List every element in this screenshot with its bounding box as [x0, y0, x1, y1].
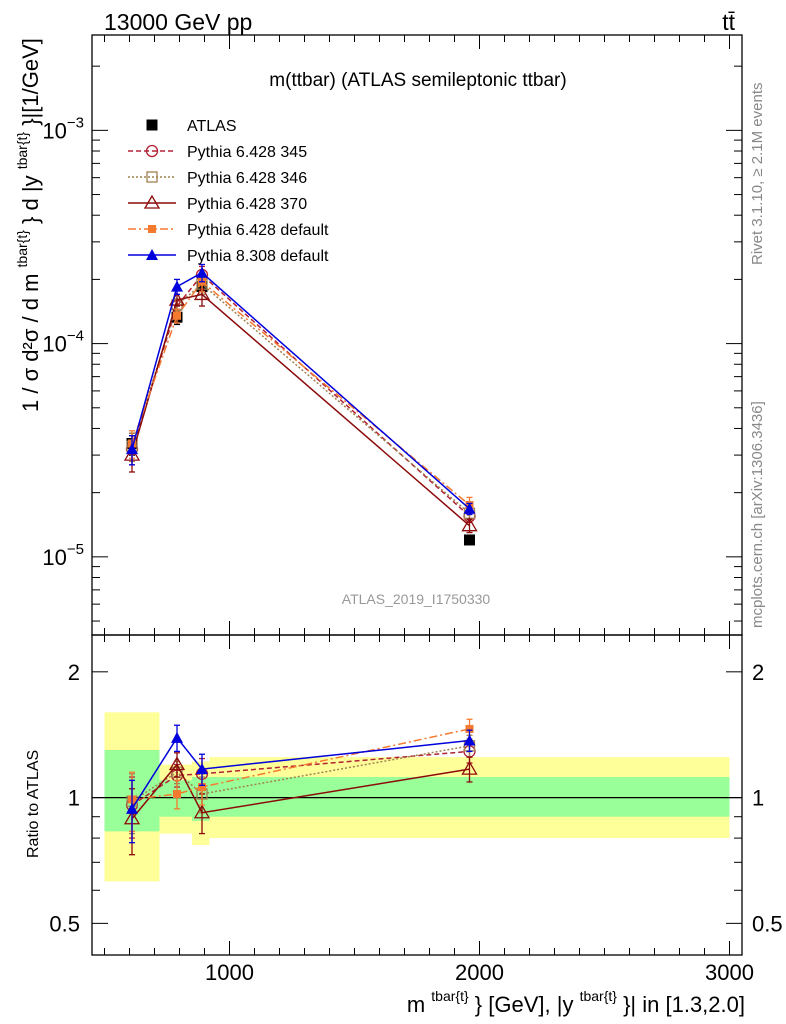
- data-point: [464, 534, 475, 546]
- data-point: [465, 724, 474, 733]
- ratio-plot-frame: [91, 634, 743, 956]
- ratio-series-group: [123, 718, 478, 856]
- x-label-part-2: } [GeV], |y: [475, 992, 574, 1017]
- series-pythia-8-308-default: [126, 724, 476, 844]
- y-tick-exp: −4: [67, 328, 84, 345]
- legend-item: ATLAS: [146, 118, 237, 135]
- x-label-sup-2: tbar{t}: [580, 988, 618, 1004]
- y-tick-label: 10−3: [42, 114, 84, 143]
- y-label-part-3: }|[1/GeV]: [18, 38, 43, 126]
- series-line: [131, 280, 470, 506]
- data-point: [171, 280, 183, 292]
- series-pythia-8-308-default: [126, 263, 476, 516]
- y-label-part-1: 1 / σ d²σ / d m: [18, 274, 43, 412]
- series-line: [131, 293, 470, 527]
- inner-band-1: [159, 780, 192, 817]
- legend-marker: [148, 225, 156, 233]
- y-tick-exp: −5: [67, 541, 84, 558]
- header-right-label: tt̄: [722, 9, 735, 35]
- data-point: [196, 763, 208, 775]
- ratio-y-axis-label: Ratio to ATLAS: [25, 750, 42, 858]
- main-y-axis-label: 1 / σ d²σ / d m tbar{t} } d |y tbar{t} }…: [7, 38, 43, 412]
- y-tick-label: 10−5: [42, 541, 84, 570]
- data-point: [126, 443, 138, 455]
- y-label-sup-2: tbar{t}: [14, 132, 30, 170]
- legend-item: Pythia 6.428 default: [128, 222, 329, 239]
- x-label-part-1: m: [407, 992, 425, 1017]
- plot-title: m(ttbar) (ATLAS semileptonic ttbar): [269, 70, 566, 91]
- ratio-y-tick-label: 2: [68, 660, 80, 685]
- data-point: [168, 756, 186, 771]
- series-pythia-6-428-346: [126, 274, 476, 520]
- legend: ATLAS Pythia 6.428 345 Pythia 6.428 346 Pyt…: [128, 118, 329, 265]
- legend-label: Pythia 8.308 default: [187, 248, 329, 265]
- legend-item: Pythia 6.428 370: [128, 194, 307, 213]
- x-tick-label: 3000: [705, 960, 754, 985]
- ratio-y-tick-label-right: 1: [752, 786, 764, 811]
- legend-marker: [146, 171, 158, 183]
- legend-item: Pythia 6.428 345: [128, 144, 307, 161]
- rivet-label: Rivet 3.1.10, ≥ 2.1M events: [749, 83, 766, 266]
- data-point: [196, 266, 208, 278]
- legend-item: Pythia 8.308 default: [128, 248, 329, 265]
- y-tick-base: 10: [42, 332, 66, 357]
- legend-label: ATLAS: [187, 118, 237, 135]
- watermark: ATLAS_2019_I1750330: [342, 591, 491, 607]
- legend-marker: [146, 119, 158, 131]
- series-line: [131, 271, 470, 510]
- ratio-y-tick-label: 1: [68, 786, 80, 811]
- inner-band-3: [209, 777, 730, 817]
- series-line: [131, 736, 470, 810]
- data-point: [461, 517, 478, 532]
- y-tick-exp: −3: [67, 114, 84, 131]
- series-line: [131, 763, 470, 820]
- y-tick-base: 10: [42, 118, 66, 143]
- main-series-group: [123, 263, 478, 546]
- x-label-part-3: }| in [1.3,2.0]: [623, 992, 745, 1017]
- x-tick-label: 2000: [455, 960, 504, 985]
- series-line: [131, 283, 470, 514]
- data-point: [173, 790, 181, 799]
- legend-label: Pythia 6.428 346: [187, 170, 307, 187]
- mcplots-label: mcplots.cern.ch [arXiv:1306.3436]: [749, 401, 766, 628]
- series-line: [131, 728, 470, 801]
- x-tick-label: 1000: [205, 960, 254, 985]
- ratio-y-tick-label-right: 0.5: [752, 911, 783, 936]
- x-label-sup-1: tbar{t}: [431, 988, 469, 1004]
- series-line: [131, 750, 470, 806]
- y-label-part-2: } d |y: [18, 175, 43, 224]
- data-point: [463, 502, 476, 514]
- header-left-label: 13000 GeV pp: [104, 9, 252, 35]
- legend-marker: [145, 144, 159, 158]
- y-tick-base: 10: [42, 545, 66, 570]
- legend-label: Pythia 6.428 370: [187, 196, 307, 213]
- x-axis-label: m tbar{t} } [GeV], |y tbar{t} }| in [1.3…: [407, 981, 745, 1017]
- data-point: [173, 311, 181, 320]
- data-point: [171, 731, 183, 743]
- legend-item: Pythia 6.428 346: [128, 170, 307, 187]
- y-label-sup-1: tbar{t}: [14, 230, 30, 268]
- data-point: [198, 783, 206, 792]
- data-point: [193, 286, 211, 301]
- data-point: [463, 734, 476, 746]
- ratio-y-tick-label-right: 2: [752, 660, 764, 685]
- legend-label: Pythia 6.428 default: [187, 222, 329, 239]
- series-line: [131, 273, 471, 517]
- series-pythia-6-428-default: [128, 272, 474, 514]
- legend-label: Pythia 6.428 345: [187, 144, 307, 161]
- y-tick-label: 10−4: [42, 328, 84, 357]
- legend-marker: [143, 194, 161, 209]
- data-point: [461, 760, 478, 775]
- data-point: [193, 804, 211, 819]
- ratio-y-tick-label: 0.5: [49, 911, 80, 936]
- uncertainty-bands: [104, 712, 730, 882]
- legend-marker: [146, 249, 158, 260]
- data-point: [126, 802, 138, 814]
